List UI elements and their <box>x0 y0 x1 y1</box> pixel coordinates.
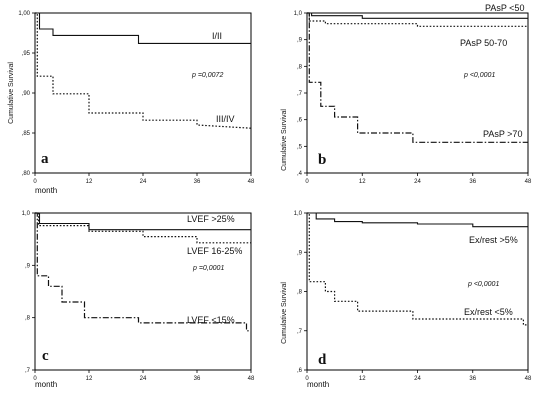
y-tick-label: ,6 <box>297 118 303 124</box>
x-tick-label: 48 <box>248 376 255 382</box>
plot-frame <box>34 212 252 371</box>
y-tick-label: ,8 <box>25 316 31 322</box>
survival-curve-2 <box>35 12 252 129</box>
y-tick-label: ,4 <box>297 171 303 177</box>
y-tick-label: ,9 <box>25 263 31 269</box>
x-tick-label: 24 <box>414 179 421 185</box>
y-axis-label: Cumulative Survival <box>8 62 15 124</box>
y-tick-label: ,6 <box>297 368 303 374</box>
x-tick-label: 0 <box>305 179 309 185</box>
y-tick-label: ,9 <box>297 250 303 256</box>
p-value: p <0,0001 <box>463 72 495 79</box>
p-value: p =0,0001 <box>192 265 224 272</box>
x-tick-label: 48 <box>525 179 532 185</box>
x-tick-label: 36 <box>469 376 476 382</box>
panel-a: Cumulative Survival month a p =0,0072 I/… <box>8 11 255 195</box>
series-label-pasp-lt50: PAsP <50 <box>485 3 524 13</box>
x-tick-label: 24 <box>140 376 147 382</box>
y-tick-label: ,80 <box>22 171 31 177</box>
panel-letter: b <box>318 152 326 168</box>
survival-curve-2 <box>35 212 251 244</box>
y-tick-label: ,7 <box>297 91 303 97</box>
x-tick-label: 12 <box>359 179 366 185</box>
survival-curve-2 <box>307 12 528 27</box>
y-tick-label: ,7 <box>297 329 303 335</box>
series-label-exrest-lt5: Ex/rest <5% <box>464 307 513 317</box>
p-value: p =0,0072 <box>191 72 223 79</box>
y-tick-label: 1,0 <box>294 211 303 217</box>
x-tick-label: 12 <box>86 179 93 185</box>
plot-frame <box>306 12 529 174</box>
x-tick-label: 36 <box>469 179 476 185</box>
survival-curve-1 <box>307 212 528 228</box>
x-tick-label: 48 <box>525 376 532 382</box>
y-tick-label: 1,0 <box>22 211 31 217</box>
series-label-pasp-gt70: PAsP >70 <box>483 129 522 139</box>
panel-letter: c <box>42 348 49 364</box>
y-tick-label: ,5 <box>297 144 303 150</box>
x-tick-label: 0 <box>305 376 309 382</box>
survival-curve-3 <box>307 12 528 143</box>
y-tick-label: 1,0 <box>294 11 303 17</box>
y-tick-label: ,8 <box>297 64 303 70</box>
panel-d: Cumulative Survival month d p <0,0001 Ex… <box>281 211 532 389</box>
series-label-iii-iv: III/IV <box>216 114 235 124</box>
series-label-lvef-16-25: LVEF 16-25% <box>187 246 242 256</box>
y-tick-label: 1,00 <box>18 11 30 17</box>
series-label-i-ii: I/II <box>212 31 222 41</box>
p-value: p <0,0001 <box>467 281 499 288</box>
series-label-lvef-gt25: LVEF >25% <box>187 214 235 224</box>
y-tick-label: ,90 <box>22 91 31 97</box>
x-axis-label: month <box>35 380 57 389</box>
x-tick-label: 0 <box>33 376 37 382</box>
y-tick-label: ,9 <box>297 38 303 44</box>
series-label-pasp-50-70: PAsP 50-70 <box>460 38 507 48</box>
panel-b: Cumulative Survival b p <0,0001 PAsP <50… <box>281 3 532 185</box>
x-axis-label: month <box>35 186 57 195</box>
panel-letter: d <box>318 352 327 368</box>
series-label-lvef-lt15: LVEF <15% <box>187 315 235 325</box>
x-tick-label: 24 <box>140 179 147 185</box>
panel-c: month c p =0,0001 LVEF >25% LVEF 16-25% … <box>22 211 255 389</box>
series-label-exrest-gt5: Ex/rest >5% <box>469 235 518 245</box>
survival-curve-1 <box>35 12 251 44</box>
x-tick-label: 36 <box>194 179 201 185</box>
panel-letter: a <box>41 151 49 167</box>
x-tick-label: 0 <box>33 179 37 185</box>
y-tick-label: ,7 <box>25 368 31 374</box>
x-tick-label: 48 <box>248 179 255 185</box>
survival-curve-1 <box>307 12 528 19</box>
x-tick-label: 12 <box>359 376 366 382</box>
y-tick-label: ,8 <box>297 290 303 296</box>
survival-curve-3 <box>35 212 251 332</box>
survival-curve-2 <box>307 212 528 326</box>
y-tick-label: ,95 <box>22 51 31 57</box>
x-tick-label: 24 <box>414 376 421 382</box>
y-axis-label: Cumulative Survival <box>281 282 288 344</box>
y-axis-label: Cumulative Survival <box>281 109 288 171</box>
x-axis-label: month <box>307 380 329 389</box>
y-tick-label: ,85 <box>22 131 31 137</box>
x-tick-label: 36 <box>194 376 201 382</box>
x-tick-label: 12 <box>86 376 93 382</box>
